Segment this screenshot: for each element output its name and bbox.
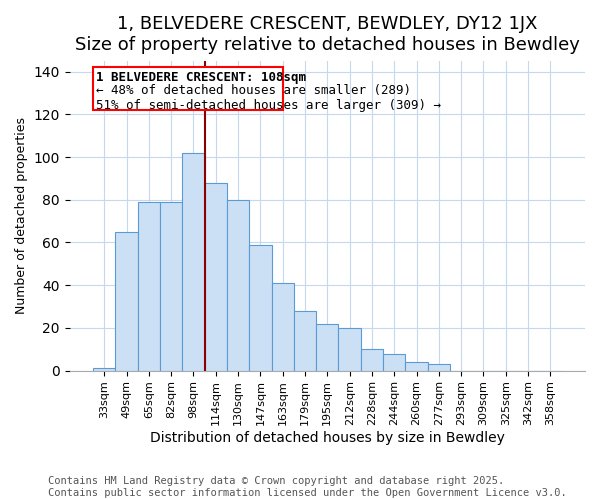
Bar — [272, 283, 294, 370]
Bar — [294, 311, 316, 370]
Bar — [227, 200, 249, 370]
Bar — [383, 354, 406, 370]
Bar — [338, 328, 361, 370]
Bar — [137, 202, 160, 370]
Bar — [182, 152, 205, 370]
Bar — [93, 368, 115, 370]
Bar — [406, 362, 428, 370]
Title: 1, BELVEDERE CRESCENT, BEWDLEY, DY12 1JX
Size of property relative to detached h: 1, BELVEDERE CRESCENT, BEWDLEY, DY12 1JX… — [75, 15, 580, 54]
FancyBboxPatch shape — [93, 68, 283, 110]
Y-axis label: Number of detached properties: Number of detached properties — [15, 118, 28, 314]
Bar — [249, 244, 272, 370]
X-axis label: Distribution of detached houses by size in Bewdley: Distribution of detached houses by size … — [150, 431, 505, 445]
Text: 1 BELVEDERE CRESCENT: 108sqm: 1 BELVEDERE CRESCENT: 108sqm — [97, 70, 307, 84]
Text: Contains HM Land Registry data © Crown copyright and database right 2025.
Contai: Contains HM Land Registry data © Crown c… — [48, 476, 567, 498]
Text: ← 48% of detached houses are smaller (289): ← 48% of detached houses are smaller (28… — [97, 84, 412, 98]
Text: 51% of semi-detached houses are larger (309) →: 51% of semi-detached houses are larger (… — [97, 100, 442, 112]
Bar — [428, 364, 450, 370]
Bar — [361, 349, 383, 370]
Bar — [115, 232, 137, 370]
Bar — [205, 182, 227, 370]
Bar — [316, 324, 338, 370]
Bar — [160, 202, 182, 370]
